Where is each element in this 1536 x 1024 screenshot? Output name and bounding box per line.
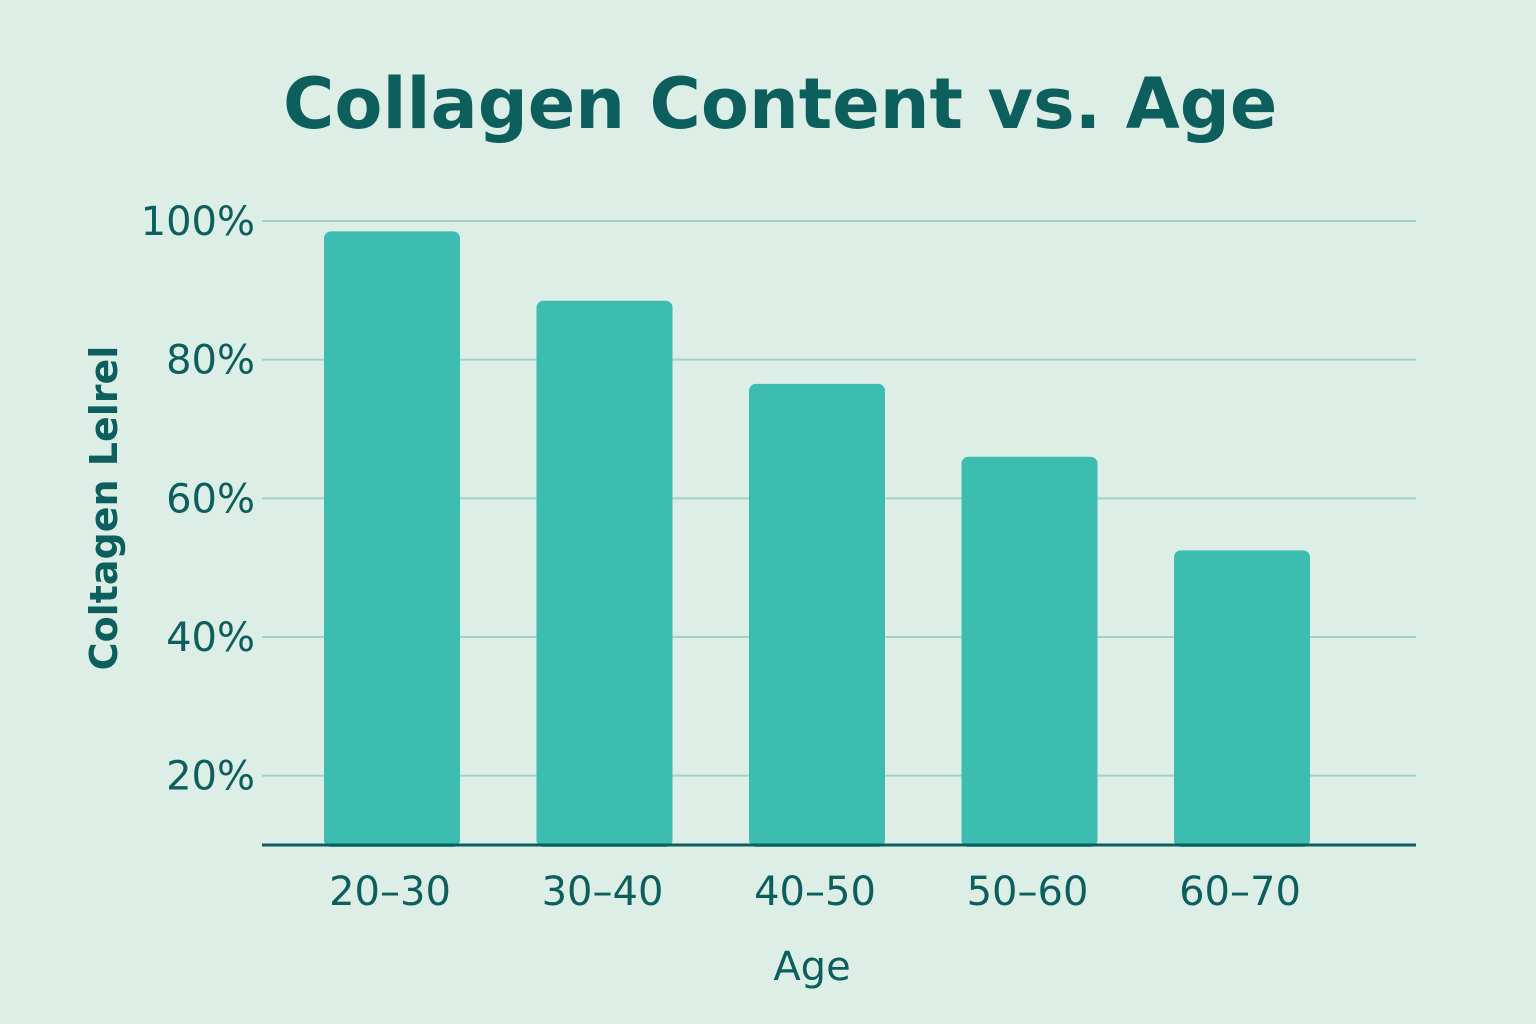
- x-tick-label-20–30: 20–30: [329, 869, 451, 915]
- y-axis-label: Coltagen Lelrel: [82, 346, 126, 671]
- x-tick-label-40–50: 40–50: [754, 869, 876, 915]
- y-tick-label-80: 80%: [166, 338, 255, 384]
- x-tick-label-60–70: 60–70: [1179, 869, 1301, 915]
- bar-50–60: [961, 456, 1098, 847]
- bar-30–40: [536, 300, 673, 847]
- chart-title: Collagen Content vs. Age: [283, 63, 1277, 145]
- y-tick-labels: 20% 40% 60% 80% 100%: [141, 199, 255, 800]
- x-tick-label-30–40: 30–40: [542, 869, 664, 915]
- bar-60–70: [1174, 550, 1310, 847]
- x-axis-label: Age: [773, 944, 850, 990]
- x-tick-label-50–60: 50–60: [967, 869, 1089, 915]
- y-tick-label-60: 60%: [166, 476, 255, 522]
- x-tick-labels: 20–30 30–40 40–50 50–60 60–70: [329, 869, 1301, 915]
- y-tick-label-20: 20%: [166, 754, 255, 800]
- bars: [324, 231, 1310, 847]
- y-tick-label-100: 100%: [141, 199, 255, 245]
- y-tick-label-40: 40%: [166, 615, 255, 661]
- bar-20–30: [324, 231, 460, 847]
- bar-40–50: [749, 383, 885, 847]
